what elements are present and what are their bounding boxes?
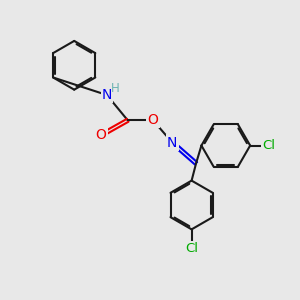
Text: N: N <box>167 136 178 150</box>
Text: Cl: Cl <box>185 242 198 255</box>
Text: H: H <box>111 82 120 95</box>
Text: O: O <box>148 113 158 127</box>
Text: O: O <box>95 128 106 142</box>
Text: Cl: Cl <box>262 139 275 152</box>
Text: N: N <box>102 88 112 102</box>
